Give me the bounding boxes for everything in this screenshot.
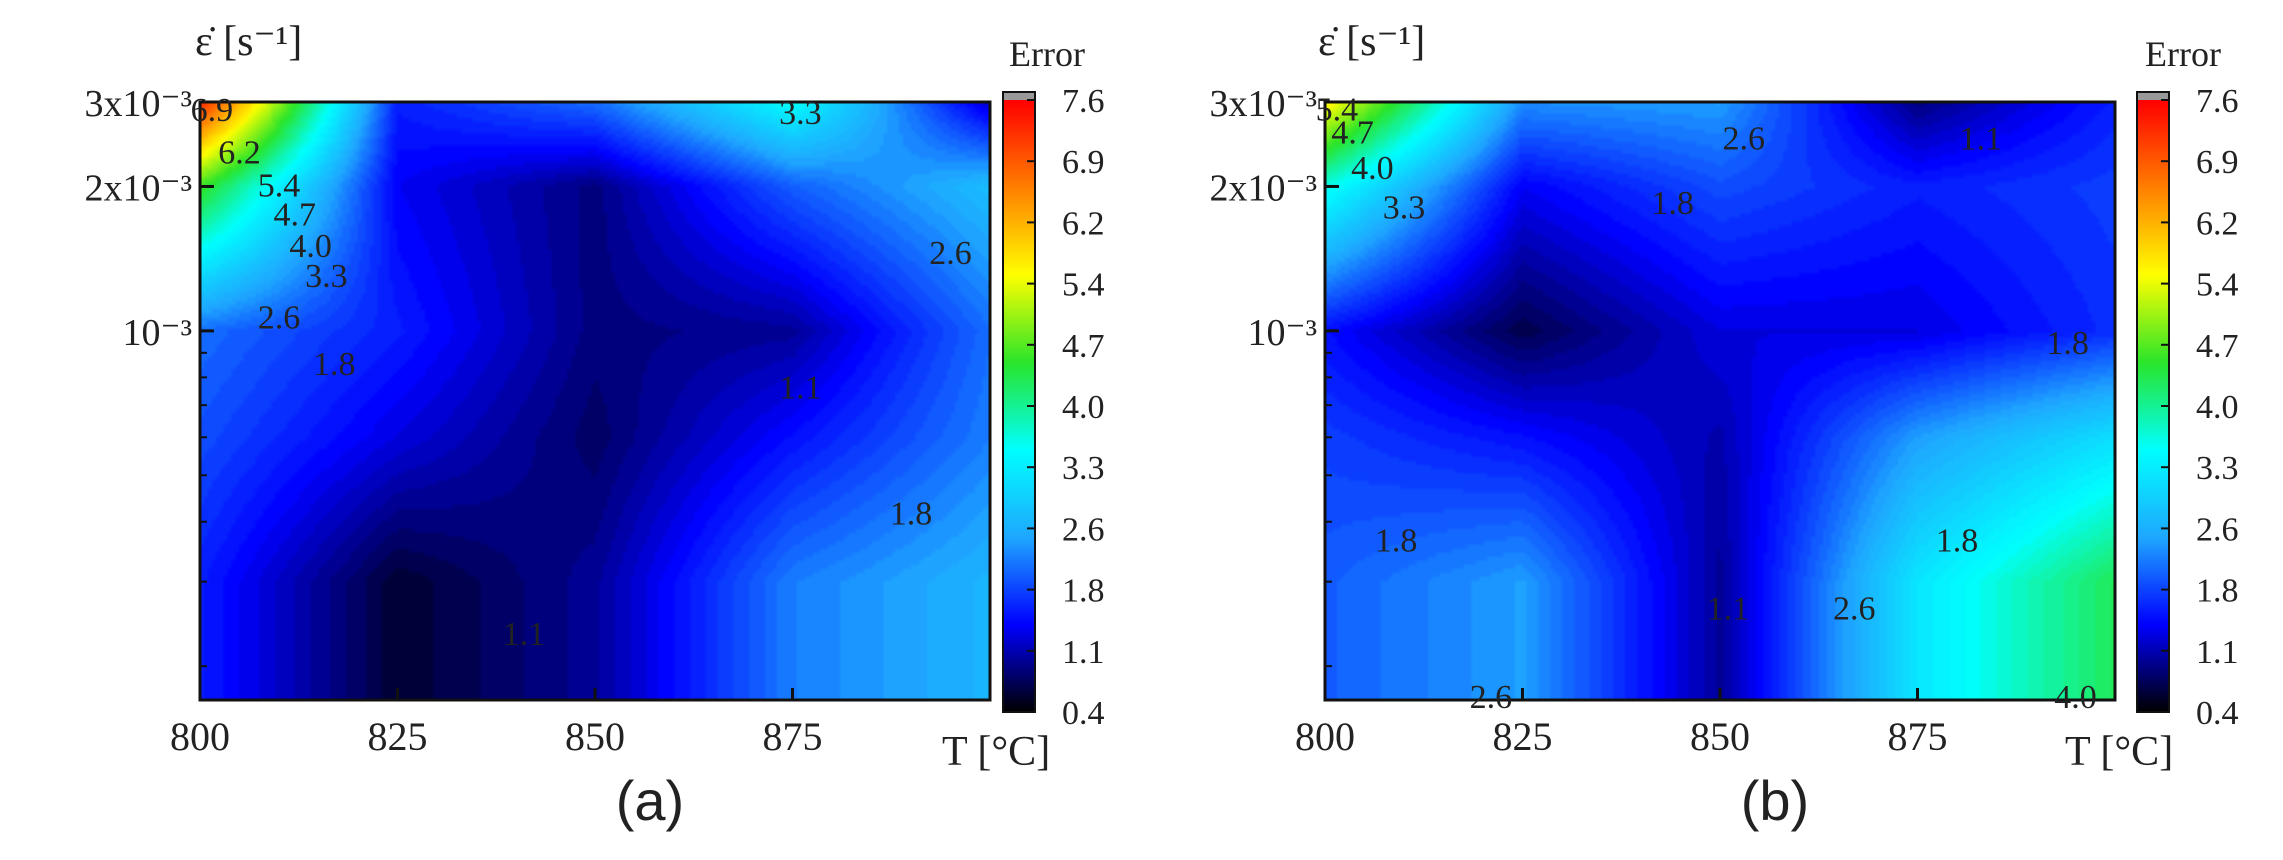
colorbar-tick-label: 0.4 bbox=[1062, 695, 1105, 732]
contour-label: 3.3 bbox=[305, 258, 348, 295]
panel-label: (b) bbox=[1741, 769, 1809, 832]
colorbar-tick-label: 7.6 bbox=[1062, 83, 1105, 120]
colorbar-overflow-cap bbox=[2137, 92, 2169, 100]
colorbar-tick-label: 5.4 bbox=[1062, 267, 1105, 304]
contour-label: 2.6 bbox=[1833, 590, 1876, 627]
x-tick-label: 875 bbox=[763, 714, 823, 759]
y-tick-label: 3x10⁻³ bbox=[85, 83, 192, 125]
contour-label: 1.8 bbox=[2046, 325, 2089, 362]
contour-label: 4.7 bbox=[274, 197, 317, 234]
colorbar-tick-label: 1.8 bbox=[1062, 573, 1105, 610]
contour-label: 1.1 bbox=[503, 616, 546, 653]
contour-label: 5.4 bbox=[258, 167, 301, 204]
contour-label: 2.6 bbox=[929, 235, 972, 272]
x-axis-label: T [°C] bbox=[942, 729, 1050, 775]
contour-label: 1.1 bbox=[1707, 590, 1750, 627]
heatmap-surface bbox=[1325, 102, 2115, 700]
contour-label: 1.8 bbox=[1375, 522, 1418, 559]
colorbar-tick-label: 6.2 bbox=[1062, 205, 1105, 242]
x-tick-label: 825 bbox=[368, 714, 428, 759]
colorbar-frame bbox=[1002, 91, 1036, 713]
colorbar-tick-label: 6.9 bbox=[1062, 144, 1105, 181]
contour-label: 6.9 bbox=[191, 92, 234, 129]
x-tick-label: 825 bbox=[1493, 714, 1553, 759]
panel-label: (a) bbox=[616, 769, 684, 832]
y-tick-label: 2x10⁻³ bbox=[1210, 167, 1317, 209]
colorbar-tick-label: 4.7 bbox=[1062, 328, 1105, 365]
contour-label: 4.0 bbox=[1351, 150, 1394, 187]
x-tick-label: 800 bbox=[170, 714, 230, 759]
colorbar-tick-label: 1.1 bbox=[2196, 634, 2239, 671]
colorbar-tick-label: 6.9 bbox=[2196, 144, 2239, 181]
contour-label: 1.8 bbox=[1651, 185, 1694, 222]
contour-label: 1.1 bbox=[779, 370, 822, 407]
contour-label: 4.0 bbox=[289, 228, 332, 265]
colorbar-tick-label: 3.3 bbox=[1062, 450, 1105, 487]
contour-label: 1.8 bbox=[313, 346, 356, 383]
panel-b: 10⁻³ 2x10⁻³ 3x10⁻³ 800 825 850 875 T [°C] ε̇ [s⁻… bbox=[1210, 19, 2239, 832]
y-tick-label: 10⁻³ bbox=[1248, 312, 1317, 354]
colorbar-tick-label: 5.4 bbox=[2196, 267, 2239, 304]
contour-label: 1.8 bbox=[1936, 522, 1979, 559]
contour-label: 1.1 bbox=[1959, 120, 2002, 157]
colorbar-overflow-cap bbox=[1003, 92, 1035, 100]
contour-label: 4.0 bbox=[2054, 679, 2097, 716]
colorbar-frame bbox=[2136, 91, 2170, 713]
x-tick-label: 800 bbox=[1295, 714, 1355, 759]
y-tick-label: 2x10⁻³ bbox=[85, 167, 192, 209]
colorbar-tick-label: 1.1 bbox=[1062, 634, 1105, 671]
x-axis-label: T [°C] bbox=[2065, 729, 2173, 775]
contour-label: 5.4 bbox=[1316, 91, 1359, 128]
colorbar-tick-label: 7.6 bbox=[2196, 83, 2239, 120]
contour-label: 2.6 bbox=[1470, 679, 1513, 716]
contour-label: 1.8 bbox=[890, 495, 933, 532]
y-tick-label: 3x10⁻³ bbox=[1210, 83, 1317, 125]
contour-label: 2.6 bbox=[1722, 120, 1765, 157]
panel-a: 10⁻³ 2x10⁻³ 3x10⁻³ 800 825 850 875 T [°C] ε̇ [s⁻… bbox=[85, 19, 1105, 832]
colorbar-tick-label: 1.8 bbox=[2196, 573, 2239, 610]
x-tick-label: 875 bbox=[1888, 714, 1948, 759]
contour-label: 2.6 bbox=[258, 299, 301, 336]
contour-label: 4.7 bbox=[1331, 115, 1374, 152]
colorbar-tick-label: 3.3 bbox=[2196, 450, 2239, 487]
x-tick-label: 850 bbox=[1690, 714, 1750, 759]
colorbar-tick-label: 4.0 bbox=[1062, 389, 1105, 426]
colorbar-title: Error bbox=[1009, 34, 1085, 74]
colorbar-tick-label: 2.6 bbox=[1062, 511, 1105, 548]
x-tick-label: 850 bbox=[565, 714, 625, 759]
colorbar-tick-label: 4.0 bbox=[2196, 389, 2239, 426]
colorbar-title: Error bbox=[2145, 34, 2221, 74]
contour-label: 3.3 bbox=[779, 95, 822, 132]
colorbar-tick-label: 6.2 bbox=[2196, 205, 2239, 242]
y-tick-label: 10⁻³ bbox=[123, 312, 192, 354]
contour-label: 3.3 bbox=[1383, 190, 1426, 227]
colorbar-tick-label: 0.4 bbox=[2196, 695, 2239, 732]
colorbar-tick-label: 2.6 bbox=[2196, 511, 2239, 548]
contour-label: 6.2 bbox=[218, 134, 261, 171]
colorbar-tick-label: 4.7 bbox=[2196, 328, 2239, 365]
y-axis-label: ε̇ [s⁻¹] bbox=[1318, 19, 1425, 65]
heatmap-surface bbox=[200, 102, 990, 700]
y-axis-label: ε̇ [s⁻¹] bbox=[195, 19, 302, 65]
